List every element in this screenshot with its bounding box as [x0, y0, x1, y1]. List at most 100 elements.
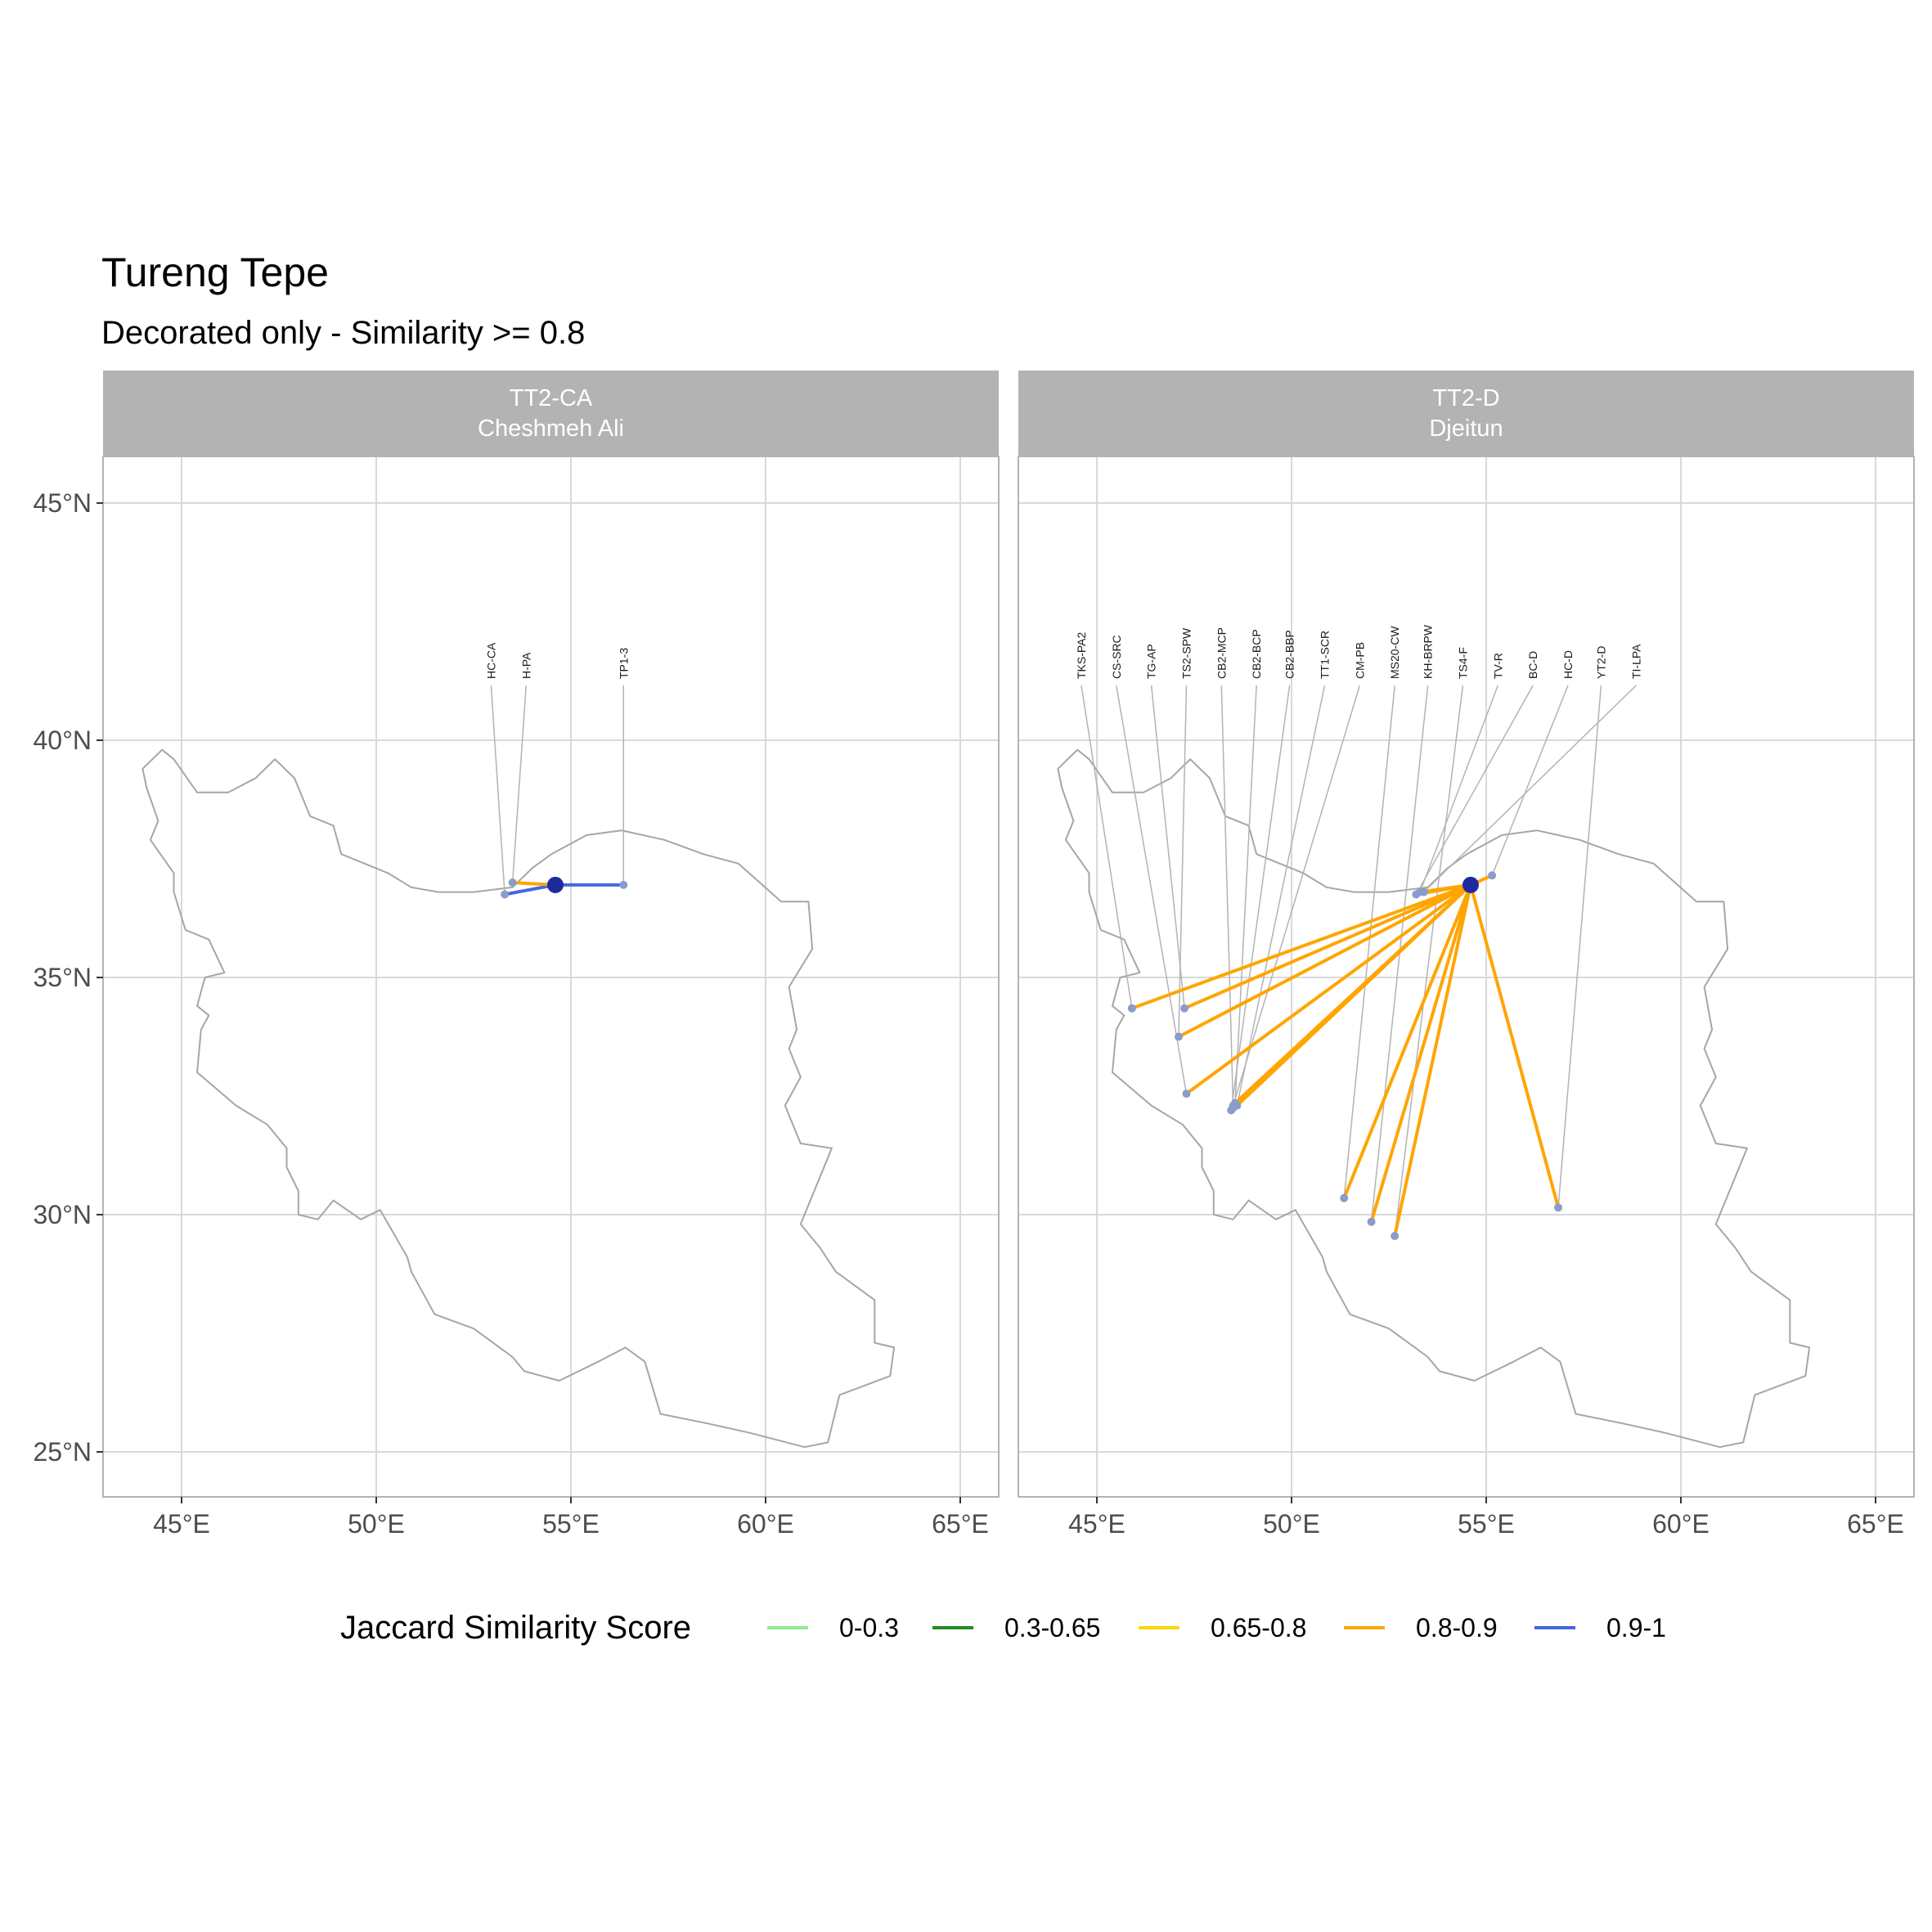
panel-border	[1018, 456, 1915, 1498]
label-leader-line	[1394, 685, 1464, 1237]
connection-line	[1468, 883, 1561, 1210]
legend: Jaccard Similarity Score 0-0.3 0.3-0.65 0.6…	[340, 1610, 1666, 1646]
site-label: TG-AP	[1145, 644, 1158, 679]
site-label: MS20-CW	[1388, 626, 1401, 679]
site-point	[501, 890, 510, 899]
site-label: CB2-MCP	[1215, 627, 1228, 679]
y-axis-tick-label: 30°N	[34, 1200, 92, 1229]
legend-label: 0.8-0.9	[1416, 1613, 1498, 1642]
facet-strip-code: TT2-CA	[510, 385, 593, 411]
site-label: KH-BRPW	[1422, 624, 1435, 679]
y-axis-tick-label: 35°N	[34, 963, 92, 992]
connection-line	[1342, 883, 1472, 1200]
site-point	[1174, 1032, 1183, 1041]
label-leader-line	[1423, 685, 1637, 893]
facet-strip-site: Cheshmeh Ali	[478, 416, 624, 442]
site-label: CB2-BBP	[1283, 630, 1296, 679]
label-leader-line	[1178, 685, 1188, 1037]
origin-point	[546, 876, 564, 893]
site-point	[508, 878, 517, 887]
site-label: TS4-F	[1456, 647, 1469, 679]
facet-strip	[103, 371, 999, 456]
site-label: HC-D	[1561, 650, 1575, 679]
x-axis-tick-label: 55°E	[1458, 1509, 1515, 1539]
x-axis-tick-label: 45°E	[1068, 1509, 1126, 1539]
facet-strip-site: Djeitun	[1429, 416, 1503, 442]
connection-line	[1369, 883, 1472, 1224]
label-leader-line	[1116, 685, 1188, 1094]
site-point	[1554, 1203, 1563, 1212]
x-axis-tick-label: 60°E	[1652, 1509, 1710, 1539]
site-label: HC-CA	[484, 642, 497, 679]
site-label: BC-D	[1526, 651, 1539, 679]
legend-label: 0.3-0.65	[1004, 1613, 1100, 1642]
label-leader-line	[1343, 685, 1395, 1198]
country-outline	[142, 748, 896, 1449]
label-leader-line	[1230, 685, 1291, 1111]
connection-line	[503, 883, 557, 896]
facet-panel: TT2-D Djeitun TKS-PA2 CS-SRC TG-AP TS2-SPW CB2…	[1018, 371, 1915, 1539]
plot-subtitle: Decorated only - Similarity >= 0.8	[101, 315, 585, 351]
legend-label: 0.65-0.8	[1211, 1613, 1306, 1642]
site-point	[1229, 1101, 1238, 1110]
site-label: TI-LPA	[1629, 644, 1642, 679]
site-label: TT1-SCR	[1318, 631, 1331, 679]
facet-strip-code: TT2-D	[1432, 385, 1499, 411]
site-label: CS-SRC	[1110, 635, 1123, 679]
label-leader-line	[1232, 685, 1361, 1106]
site-point	[1412, 890, 1421, 899]
y-axis-tick-label: 25°N	[34, 1437, 92, 1467]
x-axis-tick-label: 55°E	[542, 1509, 600, 1539]
connection-line	[1183, 883, 1472, 1010]
site-point	[1182, 1090, 1191, 1099]
site-label: H-PA	[519, 652, 532, 679]
label-leader-line	[1236, 685, 1326, 1106]
site-label: CB2-BCP	[1250, 629, 1263, 679]
connection-line	[1231, 883, 1472, 1108]
site-label: TS2-SPW	[1179, 627, 1193, 679]
label-leader-line	[1491, 685, 1569, 876]
label-leader-line	[1415, 685, 1534, 895]
site-label: TKS-PA2	[1075, 631, 1088, 679]
y-axis-tick-label: 45°N	[34, 488, 92, 518]
facet-panels: TT2-CA Cheshmeh Ali HC-CA H-PA TP1-3 45°E 50°E…	[34, 371, 1915, 1539]
site-point	[1367, 1217, 1376, 1226]
y-axis-tick-label: 40°N	[34, 726, 92, 755]
connection-line	[1130, 883, 1472, 1010]
label-leader-line	[1234, 685, 1257, 1103]
connection-line	[1184, 883, 1472, 1096]
label-leader-line	[1220, 685, 1234, 1108]
legend-label: 0.9-1	[1606, 1613, 1666, 1642]
plot-title: Tureng Tepe	[101, 249, 329, 295]
site-point	[1488, 871, 1497, 880]
country-outline	[1057, 748, 1811, 1449]
site-point	[1180, 1004, 1189, 1013]
label-leader-line	[1150, 685, 1185, 1009]
label-leader-line	[511, 685, 528, 883]
facet-strip	[1018, 371, 1914, 456]
connection-line	[1393, 883, 1472, 1238]
site-label: TV-R	[1491, 653, 1504, 679]
facet-panel: TT2-CA Cheshmeh Ali HC-CA H-PA TP1-3 45°E 50°E…	[34, 371, 1000, 1539]
connection-line	[1176, 883, 1472, 1039]
legend-label: 0-0.3	[839, 1613, 899, 1642]
site-label: YT2-D	[1594, 646, 1607, 679]
label-leader-line	[1419, 685, 1498, 892]
site-point	[1340, 1193, 1349, 1202]
label-leader-line	[1081, 685, 1133, 1009]
x-axis-tick-label: 50°E	[348, 1509, 405, 1539]
x-axis-tick-label: 65°E	[1847, 1509, 1904, 1539]
site-point	[1391, 1232, 1400, 1241]
x-axis-tick-label: 60°E	[737, 1509, 794, 1539]
x-axis-tick-label: 45°E	[153, 1509, 210, 1539]
legend-title: Jaccard Similarity Score	[340, 1610, 691, 1646]
site-label: CM-PB	[1353, 642, 1366, 679]
site-label: TP1-3	[617, 648, 630, 679]
site-point	[1127, 1004, 1136, 1013]
label-leader-line	[1557, 685, 1602, 1208]
site-point	[619, 880, 628, 889]
origin-point	[1462, 876, 1479, 893]
x-axis-tick-label: 50°E	[1263, 1509, 1320, 1539]
